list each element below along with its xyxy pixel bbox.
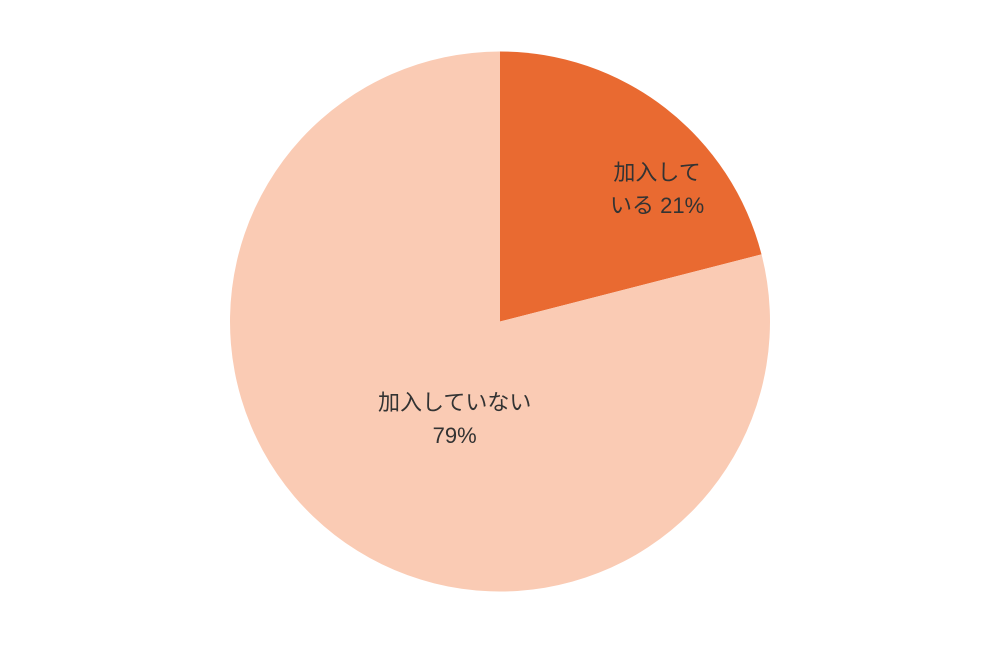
pie-slice-label-line1: 加入して — [610, 156, 704, 189]
pie-slice-label-line2: いる 21% — [610, 189, 704, 222]
pie-slice-label-line1: 加入していない — [378, 386, 531, 419]
pie-chart — [230, 51, 770, 591]
pie-slice-label-0: 加入している 21% — [610, 156, 704, 222]
pie-slice-label-line2: 79% — [378, 419, 531, 452]
pie-chart-container — [230, 51, 770, 596]
pie-slice-label-1: 加入していない79% — [378, 386, 531, 452]
